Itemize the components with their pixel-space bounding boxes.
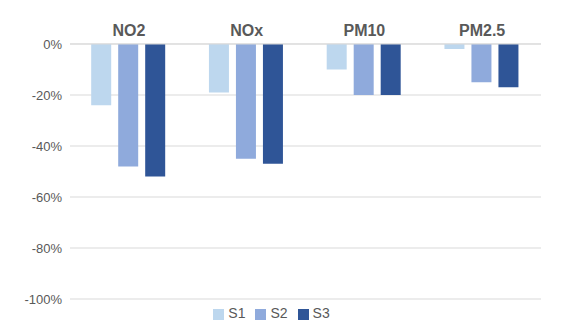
svg-text:PM10: PM10 [343, 22, 385, 39]
html-text:S3: S3 [312, 305, 330, 321]
svg-text:-20%: -20% [32, 88, 63, 103]
svg-text:PM2.5: PM2.5 [459, 22, 505, 39]
svg-text:NO2: NO2 [112, 22, 145, 39]
svg-text:-100%: -100% [24, 292, 62, 307]
svg-text:-60%: -60% [32, 190, 63, 205]
html-text:S1: S1 [228, 305, 246, 321]
svg-text:NOx: NOx [230, 22, 263, 39]
html-text:S2: S2 [270, 305, 288, 321]
svg-text:-40%: -40% [32, 139, 63, 154]
svg-text:0%: 0% [43, 37, 62, 52]
svg-text:-80%: -80% [32, 241, 63, 256]
